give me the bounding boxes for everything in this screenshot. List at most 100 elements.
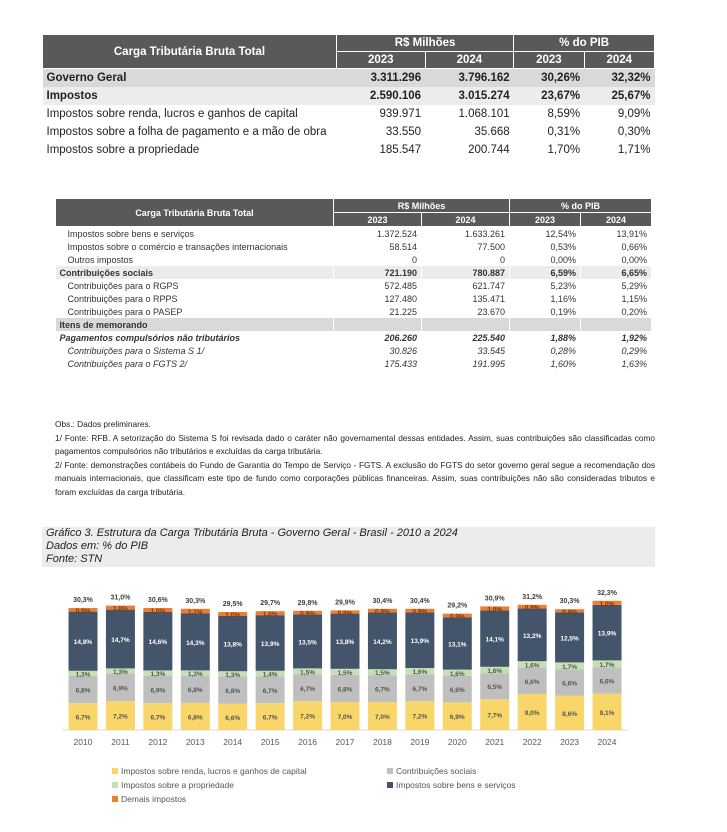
bar-segment: [405, 701, 435, 730]
data-label: 6,7%: [300, 686, 315, 693]
cell-value: 1.633.261: [421, 226, 511, 240]
bar-segment: [218, 676, 248, 704]
legend-label: Demais impostos: [121, 794, 187, 804]
bar-segment: [180, 675, 210, 703]
data-label: 0,9%: [450, 613, 465, 620]
table-row: Governo Geral 3.311.296 3.796.162 30,26% 32,…: [42, 68, 655, 87]
data-label: 0,9%: [375, 609, 390, 616]
legend-label: Impostos sobre a propriedade: [121, 780, 234, 790]
note-observation: Obs.: Dados preliminares.: [55, 419, 151, 429]
x-tick-label: 2011: [111, 737, 130, 747]
data-label: 14,3%: [186, 640, 205, 647]
data-label: 14,2%: [373, 639, 392, 646]
cell-value: [580, 318, 652, 331]
table-row: Impostos 2.590.106 3.015.274 23,67% 25,67%: [42, 87, 655, 105]
data-label: 6,7%: [263, 688, 278, 695]
cell-value: 77.500: [421, 240, 511, 253]
cell-value: 780.887: [421, 266, 511, 279]
bar-segment: [480, 606, 510, 611]
table-title: Carga Tributária Bruta Total: [42, 34, 337, 69]
cell-value: [509, 318, 582, 331]
data-label: 6,8%: [76, 688, 91, 695]
tax-burden-table-bottom: Carga Tributária Bruta Total R$ Milhões …: [55, 198, 652, 370]
bar-segment: [592, 604, 622, 661]
data-label: 1,0%: [487, 606, 502, 613]
cell-value: 1,16%: [509, 292, 582, 305]
row-label: Impostos sobre a propriedade: [46, 144, 200, 156]
year-header: 2024: [424, 51, 515, 69]
cell-value: 721.190: [333, 266, 423, 279]
cell-value: 5,23%: [509, 279, 582, 292]
total-label: 29,8%: [298, 600, 319, 607]
legend-swatch: [387, 768, 393, 774]
data-label: 12,5%: [560, 635, 579, 642]
group-header-brl: R$ Milhões: [335, 34, 515, 52]
cell-value: 33.545: [421, 344, 511, 357]
cell-value: 0,29%: [580, 344, 652, 357]
year-header: 2023: [509, 212, 582, 227]
bar-segment: [180, 613, 210, 671]
cell-value: 1.372.524: [333, 226, 423, 240]
bar-segment: [255, 611, 285, 616]
cell-value: 0: [333, 253, 423, 266]
bar-segment: [480, 699, 510, 730]
legend-item: Impostos sobre a propriedade: [112, 780, 234, 790]
group-header-gdp: % do PIB: [513, 34, 655, 52]
bar-segment: [367, 702, 397, 730]
cell-value: 0,30%: [617, 126, 651, 138]
legend-swatch: [387, 782, 393, 788]
cell-value: 21.225: [333, 305, 423, 318]
bar-segment: [255, 703, 285, 730]
bar-segment: [68, 611, 98, 671]
data-label: 1,6%: [525, 662, 540, 669]
data-label: 6,9%: [450, 714, 465, 721]
data-label: 6,7%: [76, 715, 91, 722]
x-tick-label: 2012: [148, 737, 167, 747]
legend-swatch: [112, 768, 118, 774]
x-tick-label: 2013: [186, 737, 205, 747]
bar-segment: [255, 676, 285, 704]
cell-value: 3.311.296: [336, 68, 426, 87]
footnotes: Obs.: Dados preliminares. 1/ Fonte: RFB.…: [55, 418, 655, 500]
data-label: 6,8%: [225, 688, 240, 695]
cell-value: [421, 318, 511, 331]
table-row: Contribuições para o Sistema S 1/30.826 3…: [55, 344, 652, 357]
x-tick-label: 2019: [410, 737, 429, 747]
bar-segment: [68, 703, 98, 730]
x-tick-label: 2024: [598, 737, 617, 747]
row-label: Impostos sobre o comércio e transações i…: [55, 240, 334, 253]
data-label: 14,1%: [486, 637, 505, 644]
row-label: Contribuições para o RPPS: [55, 292, 334, 305]
data-label: 13,5%: [298, 639, 317, 646]
stacked-bar-chart: 6,7% 6,8% 1,3% 14,8% 0,9% 30,3% 2010 7,2% 6,9% 1,…: [62, 590, 628, 747]
legend-label: Contribuições sociais: [396, 766, 477, 776]
table-row: Impostos sobre renda, lucros e ganhos de…: [43, 105, 655, 123]
bar-segment: [68, 608, 98, 612]
row-label: Contribuições para o FGTS 2/: [55, 357, 334, 370]
cell-value: 185.547: [379, 144, 422, 156]
bar-segment: [293, 614, 323, 669]
bar-segment: [405, 668, 435, 675]
bar-segment: [592, 600, 622, 605]
row-label: Outros impostos: [55, 253, 334, 266]
bar-segment: [330, 613, 360, 669]
cell-value: 0,00%: [580, 253, 652, 266]
data-label: 13,8%: [224, 642, 243, 649]
tax-burden-table-top: Carga Tributária Bruta Total R$ Milhões …: [42, 34, 656, 159]
bar-segment: [367, 608, 397, 613]
total-label: 30,6%: [148, 597, 169, 604]
total-label: 31,0%: [111, 595, 132, 602]
data-label: 8,6%: [562, 711, 577, 718]
cell-value: [333, 318, 423, 331]
bar-segment: [592, 660, 622, 668]
data-label: 1,0%: [150, 608, 165, 615]
data-label: 6,7%: [375, 687, 390, 694]
cell-value: 0,53%: [509, 240, 582, 253]
total-label: 30,9%: [485, 595, 506, 602]
row-label: Impostos sobre a folha de pagamento e a …: [46, 126, 327, 138]
bar-segment: [517, 694, 547, 730]
cell-value: 58.514: [333, 240, 423, 253]
chart-caption: Gráfico 3. Estrutura da Carga Tributária…: [42, 527, 655, 567]
cell-value: 32,32%: [584, 68, 655, 87]
data-label: 1,3%: [225, 672, 240, 679]
